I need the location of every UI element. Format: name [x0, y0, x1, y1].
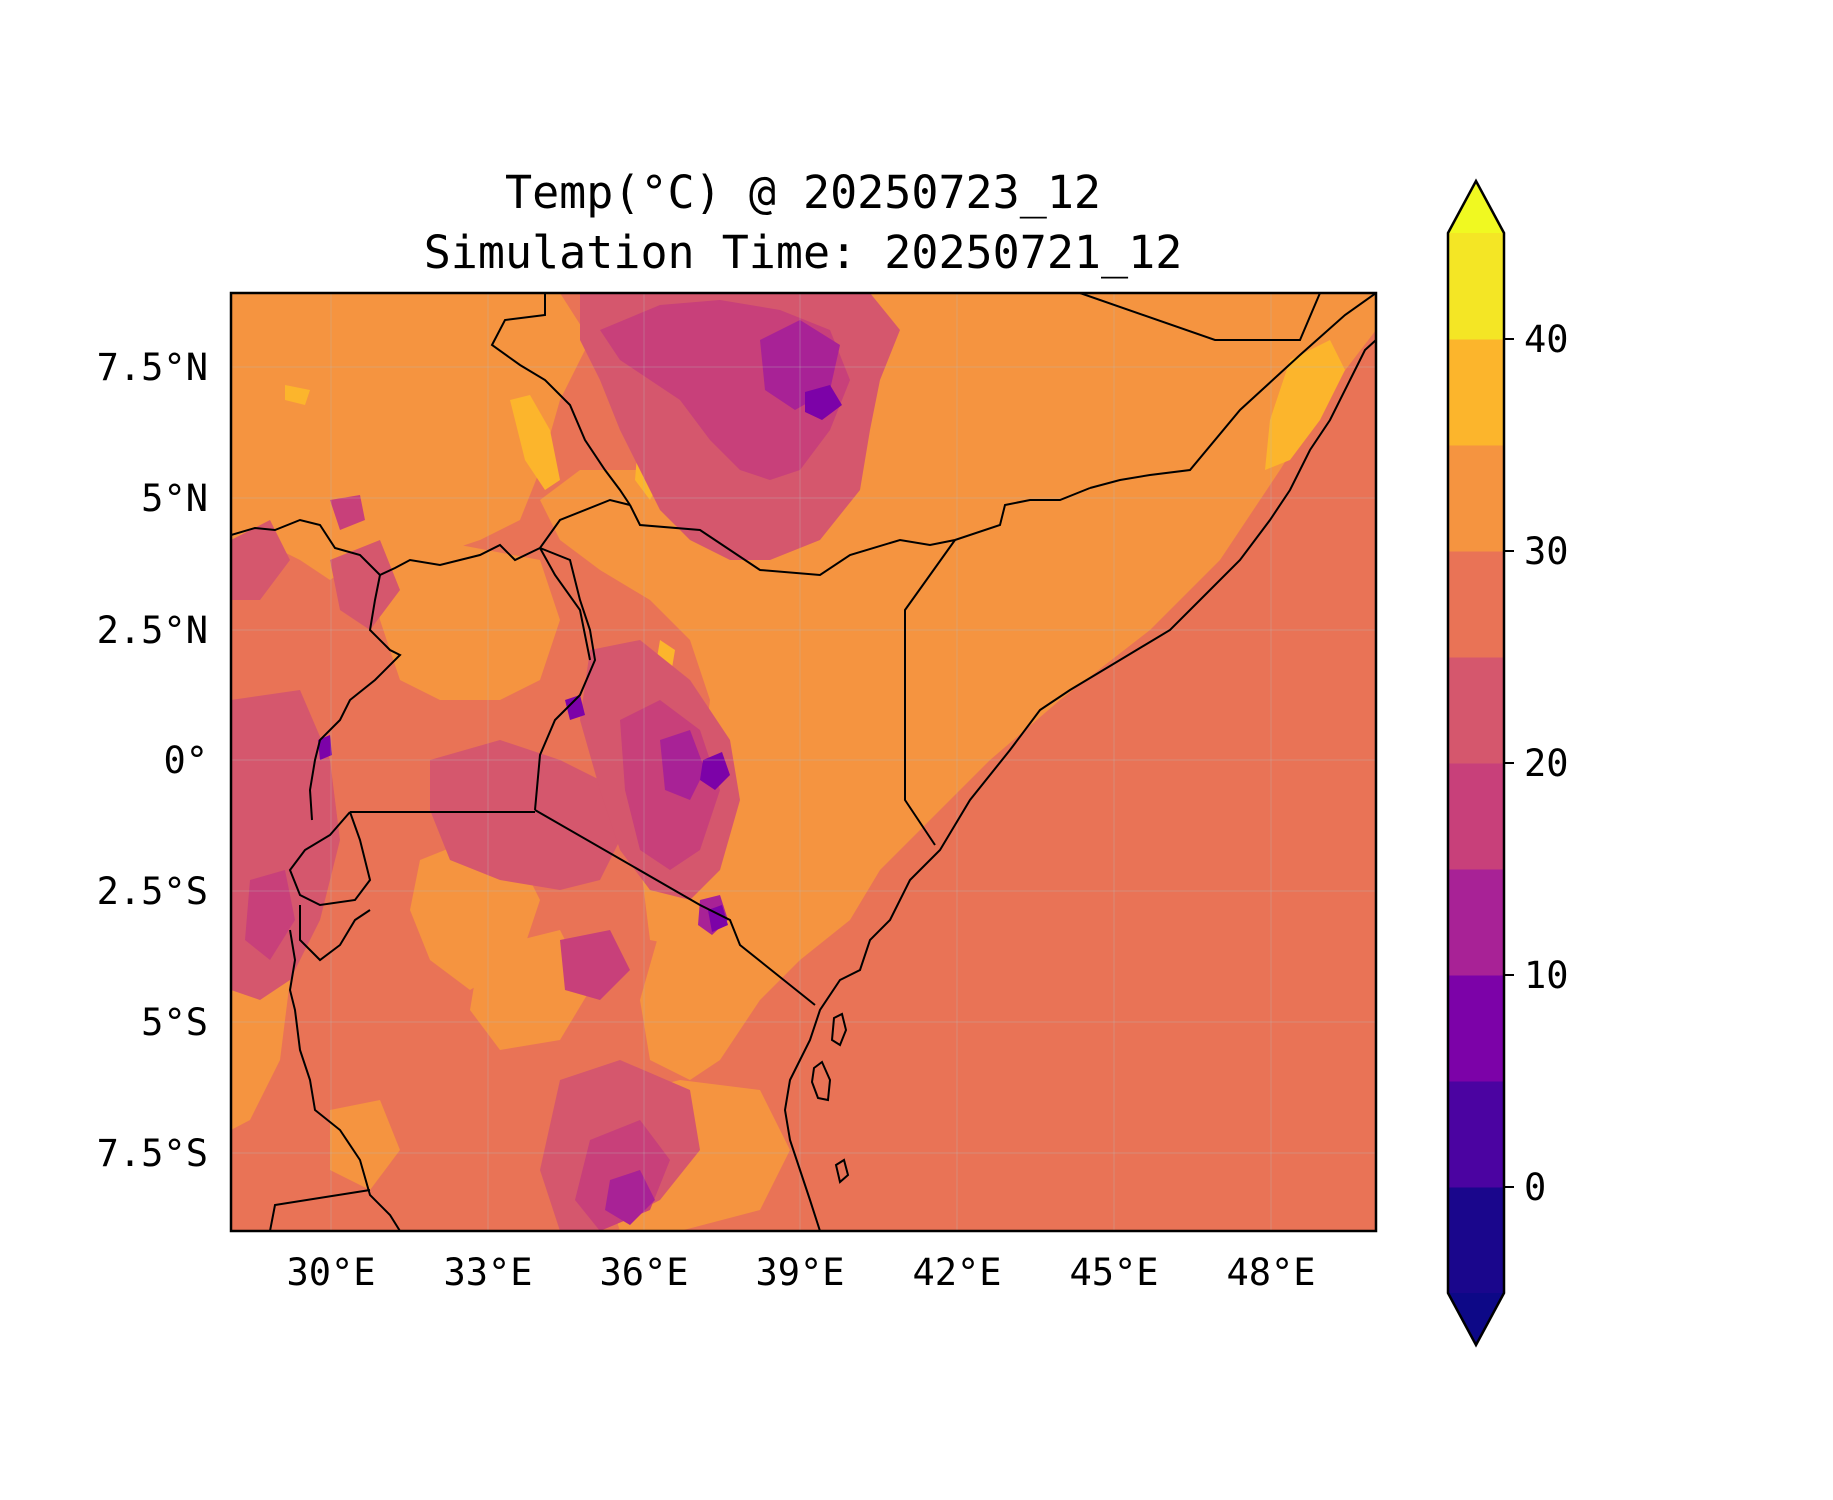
colorbar-segment [1448, 1187, 1504, 1294]
x-tick-label: 33°E [443, 1251, 532, 1294]
island-pemba [830, 1012, 848, 1047]
x-tick-label: 45°E [1069, 1251, 1158, 1294]
x-tick-label: 48°E [1226, 1251, 1315, 1294]
country-borders [231, 293, 1376, 1231]
colorbar-segment [1448, 1081, 1504, 1188]
colorbar-tick-label: 0 [1524, 1166, 1546, 1209]
colorbar-tick-label: 10 [1524, 954, 1569, 997]
coldest-summits [318, 385, 842, 932]
coastline [783, 339, 1376, 1231]
colorbar-segment [1448, 869, 1504, 976]
y-tick-label: 5°N [141, 477, 208, 520]
x-tick-label: 39°E [755, 1251, 844, 1294]
map-panel [231, 293, 1376, 1231]
colorbar-segment [1448, 445, 1504, 552]
y-tick-label: 7.5°N [97, 346, 208, 389]
map-subtitle: Simulation Time: 20250721_12 [424, 226, 1183, 279]
y-tick-label: 2.5°N [97, 609, 208, 652]
y-axis: 7.5°N 5°N 2.5°N 0° 2.5°S 5°S 7.5°S [97, 346, 208, 1175]
x-tick-label: 30°E [286, 1251, 375, 1294]
y-tick-label: 2.5°S [97, 870, 208, 913]
map-frame [229, 291, 1378, 1233]
colorbar-segment [1448, 551, 1504, 658]
colorbar-segment [1448, 339, 1504, 446]
y-tick-label: 5°S [141, 1001, 208, 1044]
x-axis: 30°E 33°E 36°E 39°E 42°E 45°E 48°E [286, 1251, 1315, 1294]
island-zanzibar [810, 1060, 832, 1102]
colorbar-segment [1448, 233, 1504, 340]
colorbar-tick-label: 40 [1524, 318, 1569, 361]
y-tick-label: 0° [163, 739, 208, 782]
colorbar-extend-over [1448, 181, 1504, 233]
x-tick-label: 42°E [912, 1251, 1001, 1294]
map-title: Temp(°C) @ 20250723_12 [505, 166, 1101, 219]
island-mafia [834, 1158, 850, 1184]
colorbar-segment [1448, 657, 1504, 764]
colorbar-segment [1448, 975, 1504, 1082]
colorbar-tick-label: 20 [1524, 742, 1569, 785]
colorbar-extend-under [1448, 1293, 1504, 1345]
cold-peaks [605, 320, 840, 1225]
colorbar-segment [1448, 763, 1504, 870]
colorbar-tick-label: 30 [1524, 530, 1569, 573]
colorbar: 0 10 20 30 40 [1446, 178, 1569, 1348]
y-tick-label: 7.5°S [97, 1132, 208, 1175]
colorbar-outline [1446, 178, 1506, 1348]
x-tick-label: 36°E [599, 1251, 688, 1294]
map-gridlines [231, 293, 1376, 1231]
